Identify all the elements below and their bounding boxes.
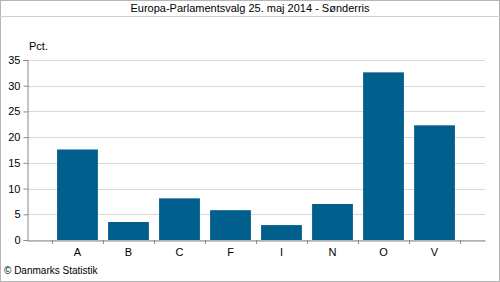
y-tick-mark (24, 60, 28, 61)
x-tick: F (227, 241, 234, 259)
grid-line (27, 111, 485, 112)
y-tick: 10 (8, 183, 27, 195)
x-tick-label: A (74, 246, 82, 258)
bar (312, 204, 353, 240)
y-tick-mark (24, 214, 28, 215)
x-separator (154, 240, 155, 244)
bar (57, 149, 98, 240)
bar (363, 72, 404, 240)
x-tick-label: V (431, 246, 439, 258)
x-separator (358, 240, 359, 244)
chart: Europa-Parlamentsvalg 25. maj 2014 - Søn… (0, 0, 500, 282)
y-tick-label: 20 (8, 131, 20, 143)
x-tick: N (329, 241, 337, 259)
x-tick-label: I (280, 246, 283, 258)
x-axis: ABCFINOV (28, 241, 486, 259)
x-tick-label: B (125, 246, 132, 258)
y-tick-mark (24, 189, 28, 190)
y-tick-label: 5 (14, 208, 20, 220)
frame (1, 1, 500, 282)
x-tick-label: O (379, 246, 388, 258)
x-tick: A (74, 241, 82, 259)
x-separator (307, 240, 308, 244)
x-tick: V (431, 241, 439, 259)
bars (57, 72, 455, 240)
y-tick-label: 10 (8, 183, 20, 195)
x-tick-label: C (176, 246, 184, 258)
y-tick-mark (24, 240, 28, 241)
title-separator (0, 16, 500, 17)
x-tick-label: F (227, 246, 234, 258)
y-tick: 25 (8, 105, 27, 117)
grid-line (27, 86, 485, 87)
x-separator (256, 240, 257, 244)
y-tick-mark (24, 111, 28, 112)
y-tick-label: 0 (14, 234, 20, 246)
x-separator (460, 240, 461, 244)
bar (159, 198, 200, 240)
x-separator (409, 240, 410, 244)
x-tick-label: N (329, 246, 337, 258)
y-tick: 35 (8, 54, 27, 66)
x-tick: C (176, 241, 184, 259)
y-tick: 5 (14, 208, 27, 220)
grid (27, 61, 485, 241)
y-axis: 0 5 10 15 20 25 30 35 (8, 54, 28, 246)
title: Europa-Parlamentsvalg 25. maj 2014 - Søn… (130, 2, 370, 14)
bar (210, 210, 251, 240)
x-separator (205, 240, 206, 244)
x-tick: O (379, 241, 388, 259)
y-tick-label: 15 (8, 157, 20, 169)
x-separator (52, 240, 53, 244)
bar (108, 222, 149, 240)
y-tick-label: 25 (8, 105, 20, 117)
y-tick: 0 (14, 234, 27, 246)
x-separators (53, 240, 461, 244)
grid-line (27, 60, 485, 61)
y-tick-mark (24, 86, 28, 87)
y-tick: 20 (8, 131, 27, 143)
y-tick-mark (24, 163, 28, 164)
bar (414, 125, 455, 240)
y-tick-mark (24, 137, 28, 138)
y-axis-title: Pct. (29, 40, 48, 52)
source: © Danmarks Statistik (4, 265, 99, 276)
y-tick: 30 (8, 80, 27, 92)
bar (261, 225, 302, 240)
x-tick: B (125, 241, 132, 259)
y-tick: 15 (8, 157, 27, 169)
y-axis-line (24, 61, 29, 241)
x-tick: I (280, 241, 283, 259)
x-separator (103, 240, 104, 244)
y-tick-label: 35 (8, 54, 20, 66)
y-tick-label: 30 (8, 80, 20, 92)
